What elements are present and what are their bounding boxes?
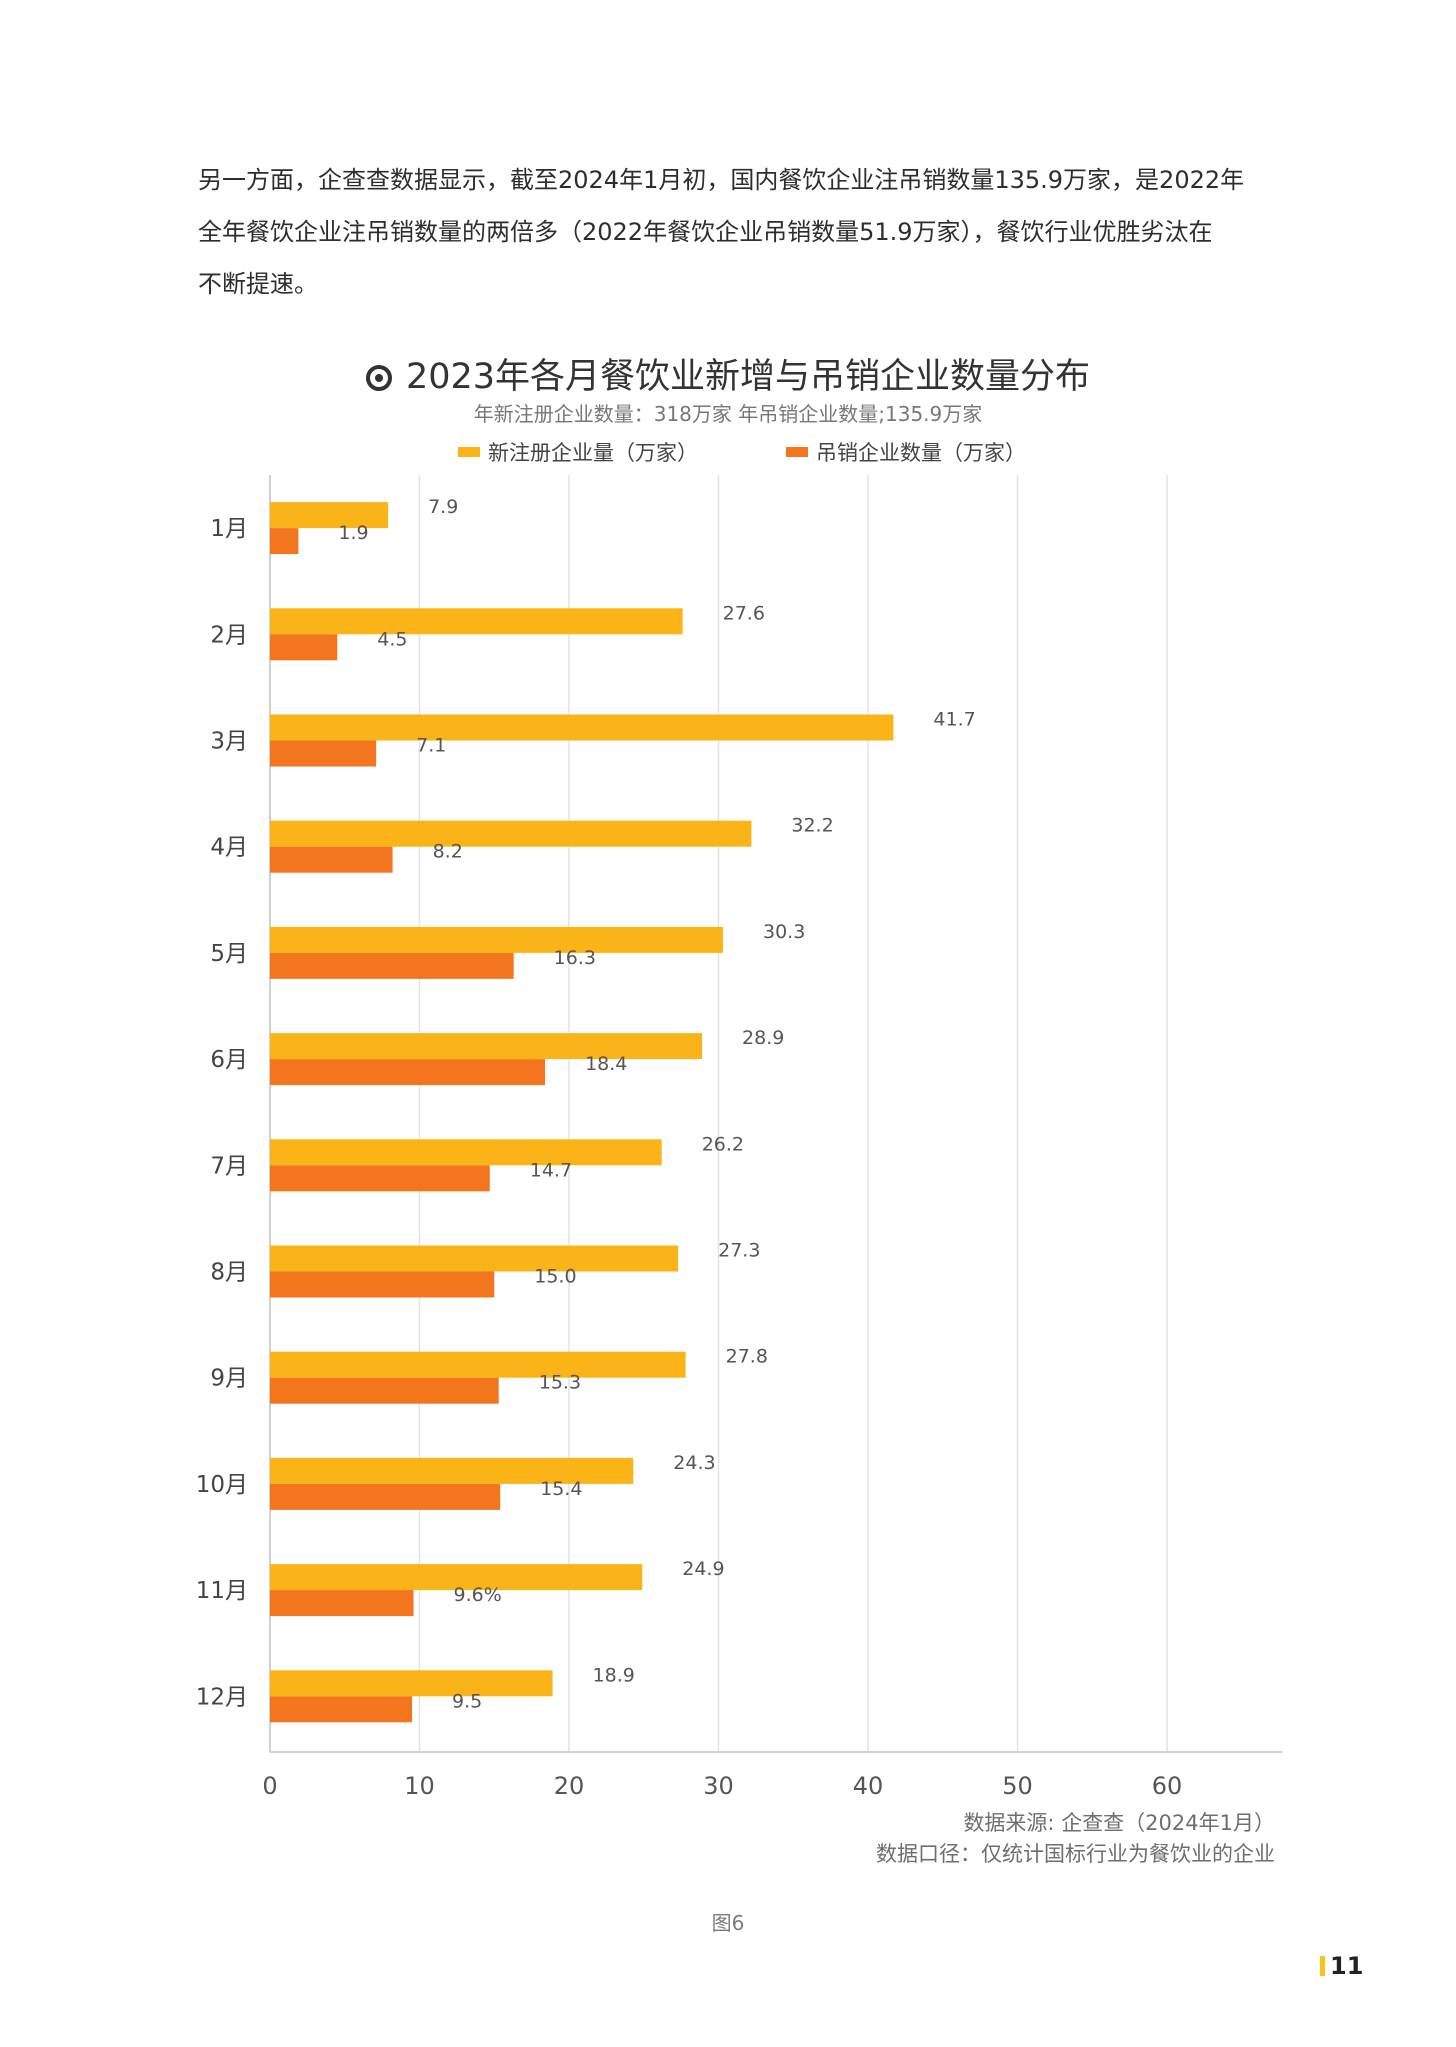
bar-revocations <box>270 1696 413 1723</box>
data-label-revocations: 7.1 <box>416 735 446 757</box>
data-label-revocations: 18.4 <box>585 1053 627 1075</box>
bar-new-registrations <box>270 1139 662 1166</box>
category-label: 12月 <box>196 1684 248 1710</box>
legend-label-revocations: 吊销企业数量（万家） <box>816 441 1026 465</box>
bar-revocations <box>270 1059 546 1086</box>
x-tick-label: 0 <box>262 1772 277 1800</box>
data-label-new-registrations: 41.7 <box>933 709 975 731</box>
legend-item-revocations: 吊销企业数量（万家） <box>786 438 1026 466</box>
data-label-revocations: 15.3 <box>539 1372 581 1394</box>
paragraph-line: 不断提速。 <box>198 270 318 298</box>
data-label-new-registrations: 30.3 <box>763 921 805 943</box>
chart-subtitle: 年新注册企业数量：318万家 年吊销企业数量;135.9万家 <box>473 402 983 426</box>
data-label-revocations: 14.7 <box>530 1159 572 1181</box>
data-label-new-registrations: 27.8 <box>726 1346 768 1368</box>
bar-new-registrations <box>270 1351 686 1378</box>
data-label-revocations: 8.2 <box>433 841 463 863</box>
data-label-new-registrations: 27.3 <box>718 1240 760 1262</box>
page-number-text: 11 <box>1330 1952 1364 1980</box>
bar-revocations <box>270 634 338 661</box>
bar-revocations <box>270 1377 499 1404</box>
x-tick-label: 20 <box>554 1772 585 1800</box>
target-icon <box>365 365 392 391</box>
category-label: 2月 <box>210 622 248 648</box>
data-label-new-registrations: 7.9 <box>428 496 458 518</box>
x-tick-label: 50 <box>1002 1772 1033 1800</box>
x-tick-label: 10 <box>404 1772 435 1800</box>
bar-new-registrations <box>270 714 894 741</box>
chart-title-text: 2023年各月餐饮业新增与吊销企业数量分布 <box>405 357 1091 397</box>
bar-new-registrations <box>270 1033 703 1060</box>
data-label-revocations: 16.3 <box>554 947 596 969</box>
data-label-revocations: 9.6% <box>454 1584 502 1606</box>
data-label-revocations: 1.9 <box>338 522 368 544</box>
bar-new-registrations <box>270 820 752 847</box>
bar-new-registrations <box>270 1564 643 1591</box>
data-label-revocations: 4.5 <box>377 628 407 650</box>
bar-new-registrations <box>270 502 389 529</box>
page-number: 11 <box>1320 1952 1363 1980</box>
category-label: 5月 <box>210 941 248 967</box>
legend-item-new-registrations: 新注册企业量（万家） <box>458 438 698 466</box>
legend-label-new-registrations: 新注册企业量（万家） <box>488 441 698 465</box>
legend-swatch-new-registrations <box>458 447 480 457</box>
bar-revocations <box>270 528 299 555</box>
bar-revocations <box>270 1271 495 1298</box>
bar-new-registrations <box>270 1245 679 1272</box>
legend-swatch-revocations <box>786 447 808 457</box>
bar-revocations <box>270 740 377 767</box>
data-label-new-registrations: 28.9 <box>742 1027 784 1049</box>
category-label: 4月 <box>210 835 248 861</box>
data-label-new-registrations: 24.3 <box>673 1452 715 1474</box>
bar-revocations <box>270 1165 490 1192</box>
paragraph-line: 另一方面，企查查数据显示，截至2024年1月初，国内餐饮企业注吊销数量135.9… <box>198 166 1245 194</box>
data-label-new-registrations: 32.2 <box>791 815 833 837</box>
bar-new-registrations <box>270 926 723 953</box>
category-label: 10月 <box>196 1472 248 1498</box>
data-label-revocations: 15.4 <box>540 1478 582 1500</box>
page-number-marker <box>1320 1956 1325 1976</box>
category-label: 9月 <box>210 1366 248 1392</box>
data-label-new-registrations: 18.9 <box>593 1664 635 1686</box>
data-label-revocations: 15.0 <box>534 1266 576 1288</box>
bar-new-registrations <box>270 1670 553 1697</box>
category-label: 6月 <box>210 1047 248 1073</box>
bar-new-registrations <box>270 608 683 635</box>
body-paragraph: 另一方面，企查查数据显示，截至2024年1月初，国内餐饮企业注吊销数量135.9… <box>198 154 1278 310</box>
category-label: 8月 <box>210 1260 248 1286</box>
chart-title: 2023年各月餐饮业新增与吊销企业数量分布 <box>0 348 1456 399</box>
x-tick-label: 30 <box>703 1772 734 1800</box>
data-label-new-registrations: 26.2 <box>702 1133 744 1155</box>
data-label-new-registrations: 24.9 <box>682 1558 724 1580</box>
bar-revocations <box>270 846 393 873</box>
data-label-revocations: 9.5 <box>452 1690 482 1712</box>
data-source: 数据来源: 企查查（2024年1月） 数据口径：仅统计国标行业为餐饮业的企业 <box>876 1808 1275 1870</box>
x-tick-label: 40 <box>853 1772 884 1800</box>
source-scope-line: 数据口径：仅统计国标行业为餐饮业的企业 <box>876 1842 1275 1866</box>
category-label: 1月 <box>210 516 248 542</box>
x-tick-label: 60 <box>1152 1772 1183 1800</box>
bar-revocations <box>270 1590 414 1617</box>
category-label: 11月 <box>196 1578 248 1604</box>
category-label: 3月 <box>210 729 248 755</box>
data-label-new-registrations: 27.6 <box>723 602 765 624</box>
paragraph-line: 全年餐饮企业注吊销数量的两倍多（2022年餐饮企业吊销数量51.9万家），餐饮行… <box>198 218 1213 246</box>
bar-new-registrations <box>270 1457 634 1484</box>
bar-revocations <box>270 952 514 979</box>
source-line: 数据来源: 企查查（2024年1月） <box>963 1811 1275 1835</box>
bar-revocations <box>270 1483 501 1510</box>
figure-label: 图6 <box>711 1911 745 1935</box>
category-label: 7月 <box>210 1153 248 1179</box>
